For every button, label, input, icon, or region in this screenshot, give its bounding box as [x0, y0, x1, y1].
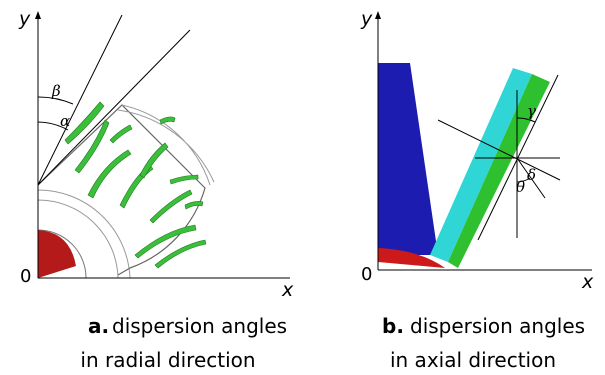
panel-b: y x 0 γ δ θ b. dispersion angles in axia…: [360, 8, 594, 372]
caption-label: a.: [88, 314, 109, 338]
panel-a: y x 0 β α a. dispersion angles in radial…: [18, 8, 294, 372]
angle-label: δ: [527, 166, 536, 184]
caption: in axial direction: [390, 348, 556, 372]
axis-label: x: [581, 271, 594, 293]
angle-label: α: [60, 112, 70, 130]
axis-label: y: [360, 8, 373, 30]
caption: in radial direction: [80, 348, 255, 372]
angle-label: θ: [516, 178, 525, 196]
origin-label: 0: [20, 266, 31, 287]
caption-label: b.: [382, 314, 404, 338]
ray: [38, 15, 122, 185]
axis-label: y: [18, 8, 31, 30]
figure: y x 0 β α a. dispersion angles in radial…: [0, 0, 605, 375]
droplets: [65, 102, 206, 268]
angle-label: γ: [527, 102, 536, 120]
angle-label: β: [51, 82, 61, 100]
caption: dispersion angles: [112, 314, 287, 338]
nozzle: [378, 63, 438, 255]
origin-label: 0: [361, 264, 372, 285]
axis-label: x: [281, 279, 294, 301]
caption: dispersion angles: [410, 314, 585, 338]
